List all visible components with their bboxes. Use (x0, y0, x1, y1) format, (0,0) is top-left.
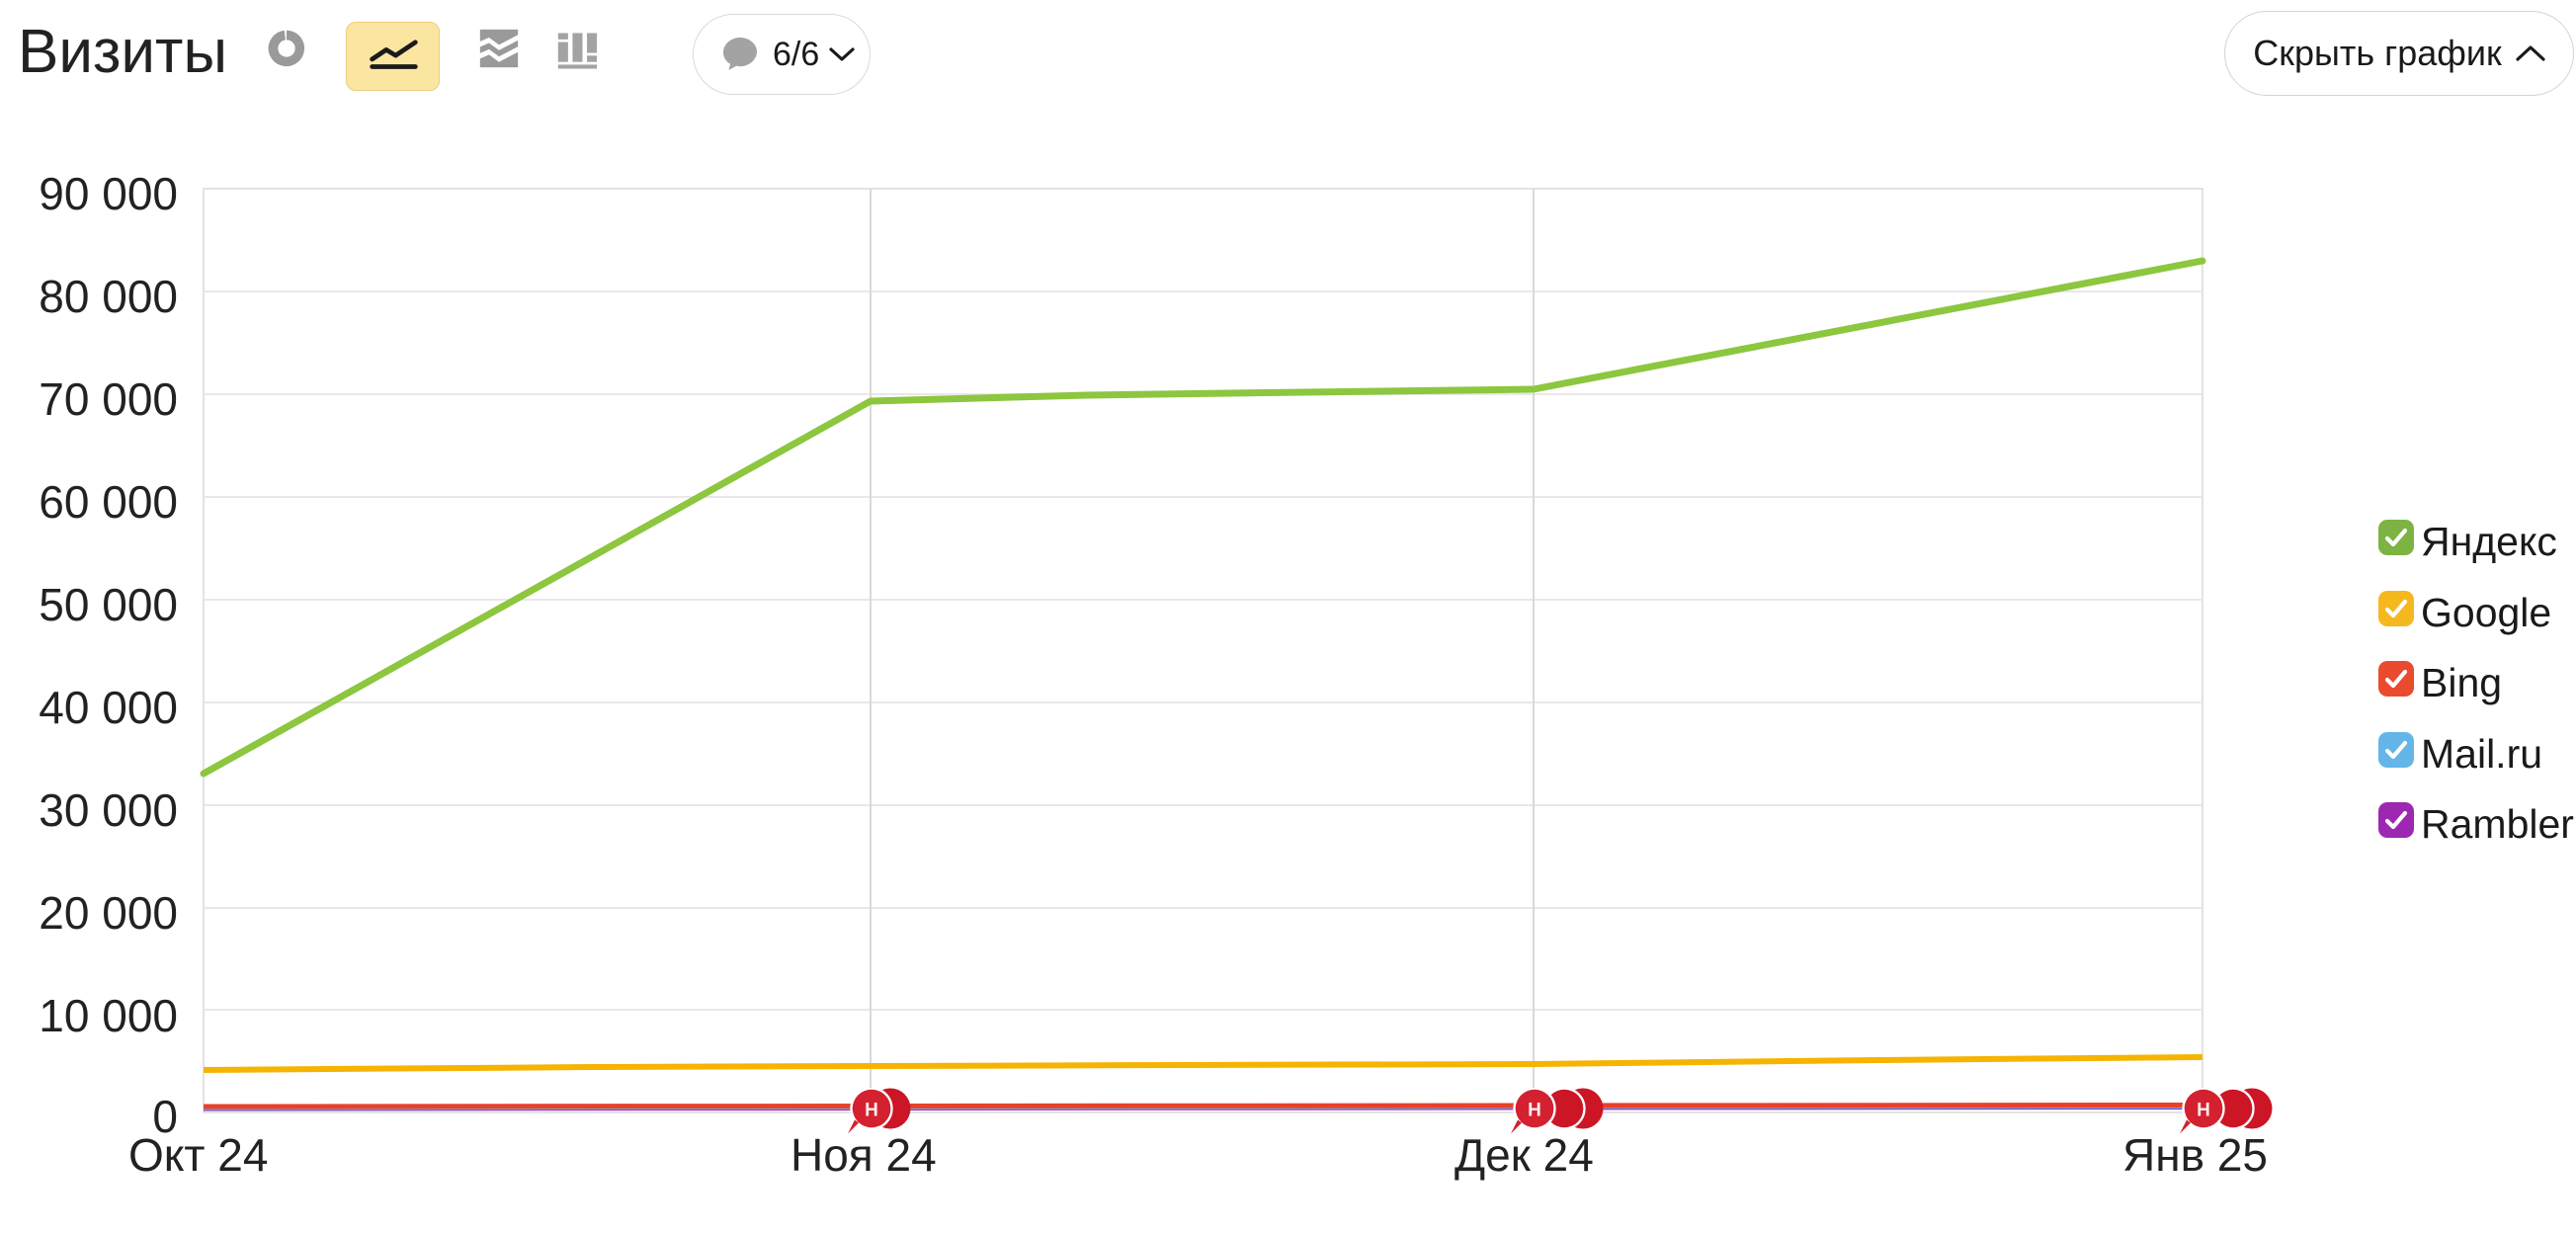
svg-text:H: H (865, 1101, 878, 1121)
svg-text:H: H (2197, 1101, 2210, 1121)
svg-text:H: H (1528, 1101, 1541, 1121)
